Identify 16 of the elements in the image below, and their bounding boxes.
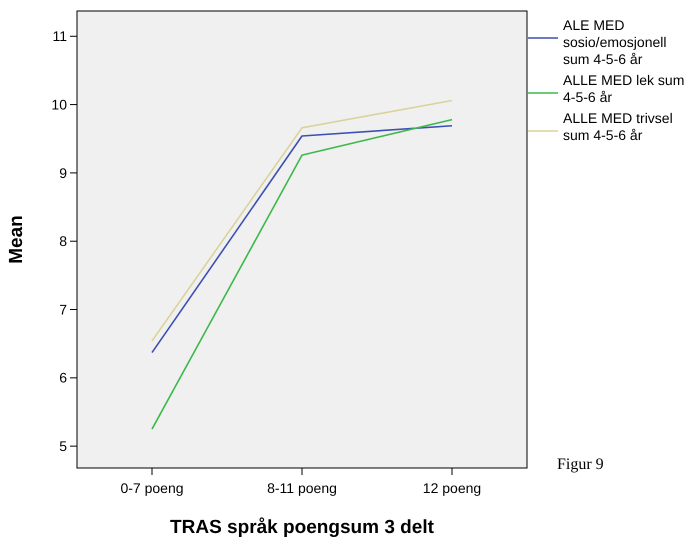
legend-label: ALE MED sosio/emosjonell sum 4-5-6 år [563, 17, 666, 67]
y-tick-label: 6 [59, 370, 68, 386]
x-tick-label: 8-11 poeng [267, 480, 337, 496]
y-tick-label: 8 [59, 233, 68, 250]
text: Figur 9 [557, 456, 604, 473]
x-axis-title: TRAS språk poengsum 3 delt [170, 517, 435, 538]
legend-label: ALLE MED trivsel sum 4-5-6 år [563, 110, 673, 143]
y-tick-label: 7 [59, 301, 68, 318]
x-tick-label: 12 poeng [422, 480, 482, 496]
y-tick-label: 11 [52, 28, 68, 44]
y-axis-title: Mean [6, 215, 27, 264]
x-tick-label: 0-7 poeng [120, 480, 184, 496]
y-tick-label: 5 [59, 438, 68, 454]
legend-label: ALLE MED lek sum 4-5-6 år [563, 72, 684, 105]
y-tick-label: 9 [59, 164, 68, 181]
y-tick-label: 10 [51, 96, 68, 112]
